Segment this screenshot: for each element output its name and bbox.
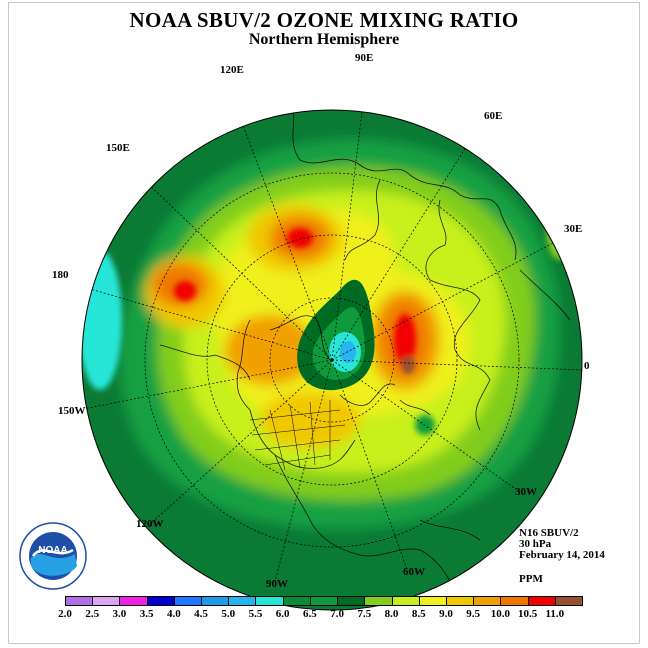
colorbar-segment [418, 596, 447, 606]
colorbar-tick-label: 8.5 [411, 608, 426, 620]
lon-label-30e: 30E [564, 223, 583, 235]
colorbar-segment [473, 596, 502, 606]
colorbar-tick-label: 5.5 [248, 608, 263, 620]
colorbar-tick-label: 10.5 [517, 608, 538, 620]
map-title: NOAA SBUV/2 OZONE MIXING RATIO [129, 8, 519, 32]
colorbar-tick-label: 7.0 [330, 608, 344, 620]
date-label: February 14, 2014 [519, 549, 605, 561]
colorbar-segment [228, 596, 257, 606]
european-peak [401, 356, 415, 374]
colorbar-segment [65, 596, 94, 606]
lon-label-150w: 150W [58, 405, 86, 417]
colorbar-segment [92, 596, 121, 606]
lon-label-90e: 90E [355, 52, 374, 64]
colorbar-tick-label: 5.0 [221, 608, 236, 620]
pressure-level-label: 30 hPa [519, 538, 552, 550]
colorbar-tick-label: 3.0 [112, 608, 127, 620]
colorbar-segment [201, 596, 230, 606]
colorbar-segment [309, 596, 339, 606]
lon-label-0: 0 [584, 360, 590, 372]
lon-label-180: 180 [52, 269, 69, 281]
lon-label-120w: 120W [136, 518, 164, 530]
siberian-max-core [287, 228, 313, 248]
colorbar-tick-label: 10.0 [490, 608, 510, 620]
lon-label-60w: 60W [403, 566, 425, 578]
lon-label-90w: 90W [266, 578, 288, 590]
figure-frame [8, 2, 640, 644]
lon-label-120e: 120E [220, 64, 244, 76]
colorbar-segment [173, 596, 203, 606]
colorbar-tick-label: 9.0 [439, 608, 453, 620]
colorbar-tick-label: 2.0 [58, 608, 72, 620]
colorbar-segment [255, 596, 284, 606]
colorbar-tick-label: 4.0 [166, 608, 181, 620]
european-max-core [394, 314, 416, 366]
polar-vortex-minimum [340, 341, 356, 363]
colorbar-segment [146, 596, 175, 606]
pacific-low-region [82, 250, 122, 390]
colorbar-segment [337, 596, 366, 606]
colorbar-tick-label: 4.5 [194, 608, 208, 620]
lon-label-150e: 150E [106, 142, 130, 154]
colorbar-tick-label: 8.0 [384, 608, 399, 620]
noaa-logo: NOAA [19, 522, 87, 590]
us-state-borders [249, 400, 346, 471]
satellite-label: N16 SBUV/2 [519, 527, 579, 539]
units-label: PPM [519, 573, 543, 585]
colorbar-segment [445, 596, 475, 606]
map-subtitle: Northern Hemisphere [248, 31, 400, 48]
colorbar-tick-label: 2.5 [85, 608, 100, 620]
lon-label-30w: 30W [515, 486, 537, 498]
colorbar-tick-label: 9.5 [466, 608, 481, 620]
aleutian-max-core [174, 281, 196, 301]
colorbar-segment [364, 596, 393, 606]
colorbar-segment [119, 596, 148, 606]
colorbar-tick-label: 3.5 [139, 608, 154, 620]
colorbar-tick-label: 6.0 [275, 608, 290, 620]
colorbar-segment [391, 596, 420, 606]
svg-text:NOAA: NOAA [38, 545, 67, 556]
graticule [82, 110, 582, 583]
american-band [260, 392, 360, 448]
map-boundary [81, 109, 583, 611]
colorbar-segment [282, 596, 311, 606]
colorbar-tick-label: 11.0 [545, 608, 565, 620]
lon-label-60e: 60E [484, 110, 503, 122]
colorbar-segment [500, 596, 529, 606]
colorbar-segment [554, 596, 583, 606]
colorbar-segment [527, 596, 556, 606]
colorbar-tick-label: 6.5 [303, 608, 317, 620]
colorbar-tick-label: 7.5 [357, 608, 372, 620]
